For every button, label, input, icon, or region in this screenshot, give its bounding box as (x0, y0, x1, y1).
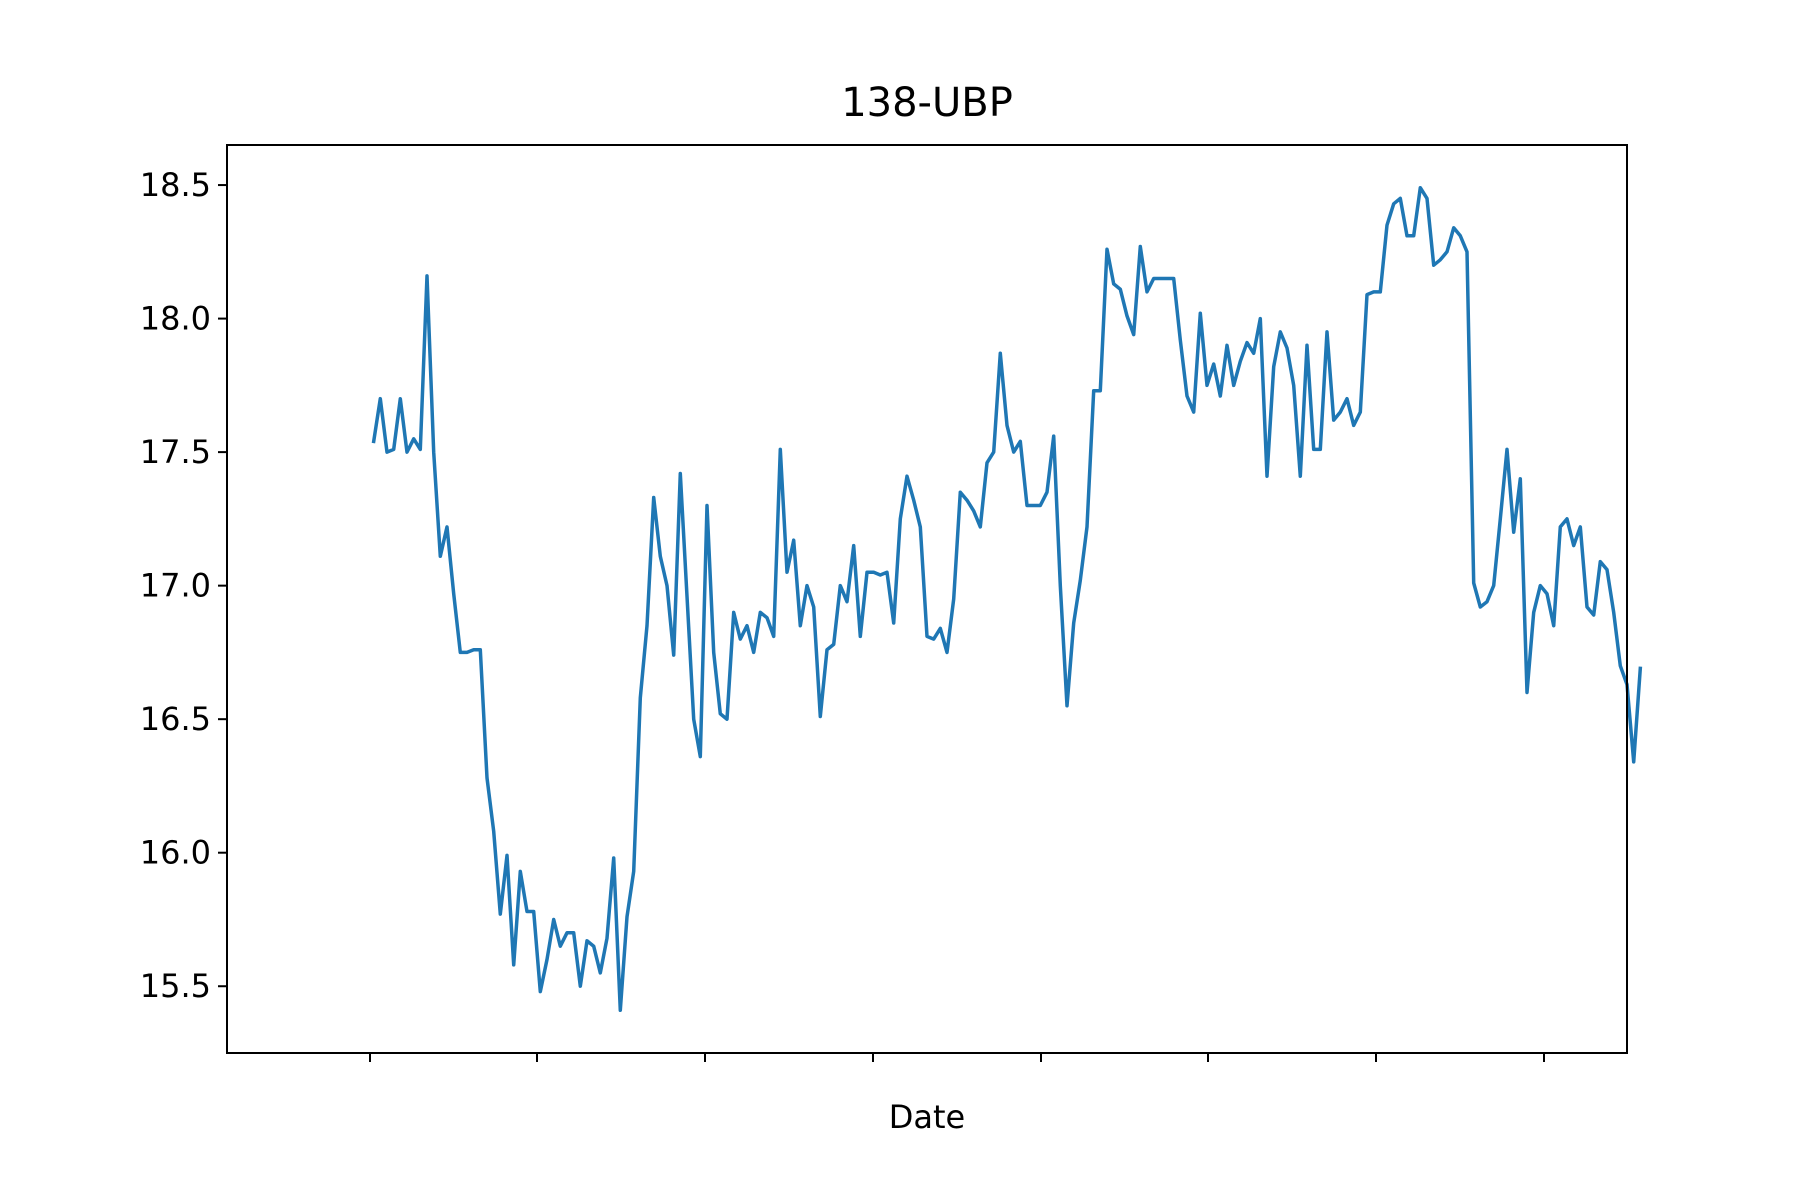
y-tick-label: 18.0 (140, 300, 211, 338)
y-tick-label: 16.0 (140, 834, 211, 872)
y-tick-label: 16.5 (140, 700, 211, 738)
y-tick-label: 15.5 (140, 967, 211, 1005)
x-axis-label: Date (889, 1098, 965, 1136)
y-tick-label: 17.0 (140, 567, 211, 605)
y-tick-label: 17.5 (140, 433, 211, 471)
series-line-0 (371, 185, 1643, 1013)
y-tick-label: 18.5 (140, 166, 211, 204)
plot-area (371, 185, 1643, 1013)
chart-title: 138-UBP (841, 80, 1013, 126)
axes-frame (226, 144, 1628, 1054)
x-axis (369, 1053, 1545, 1062)
y-axis: 15.5 16.0 16.5 17.0 17.5 18.0 18.5 (140, 166, 227, 1005)
